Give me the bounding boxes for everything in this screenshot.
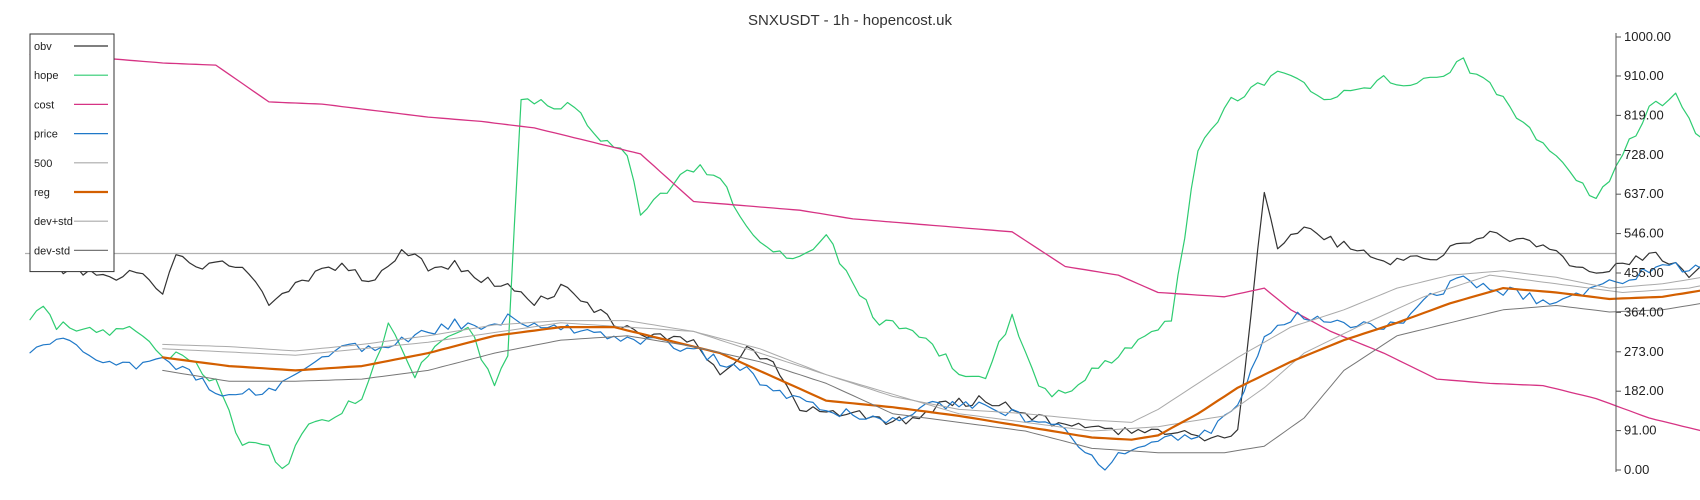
y-tick-label: 637.00 bbox=[1624, 186, 1664, 201]
plot-area bbox=[25, 53, 1700, 471]
series-line-dev-std bbox=[162, 303, 1700, 454]
series-line-reg bbox=[161, 287, 1700, 441]
y-tick-label: 455.00 bbox=[1624, 265, 1664, 280]
series-line-hope bbox=[29, 57, 1700, 470]
y-tick-label: 182.00 bbox=[1624, 383, 1664, 398]
y-tick-label: 0.00 bbox=[1624, 462, 1649, 477]
legend: obv hope cost price 500 reg dev+std dev-std bbox=[29, 33, 115, 273]
y-axis: 1000.00 910.00 819.00 728.00 637.00 546.00 455… bbox=[1615, 29, 1671, 477]
legend-label: price bbox=[34, 129, 58, 141]
legend-label: obv bbox=[34, 41, 52, 53]
y-tick-label: 91.00 bbox=[1624, 423, 1657, 438]
legend-label: cost bbox=[34, 99, 54, 111]
y-tick-label: 1000.00 bbox=[1624, 29, 1671, 44]
series-line-cost bbox=[29, 53, 1700, 432]
legend-label: hope bbox=[34, 70, 58, 82]
y-tick-label: 819.00 bbox=[1624, 107, 1664, 122]
y-tick-label: 364.00 bbox=[1624, 304, 1664, 319]
chart-title: SNXUSDT - 1h - hopencost.uk bbox=[748, 12, 952, 29]
y-tick-label: 546.00 bbox=[1624, 226, 1664, 241]
series-line-obv bbox=[29, 191, 1700, 442]
series-line-dev-std bbox=[162, 270, 1700, 423]
y-tick-label: 910.00 bbox=[1624, 68, 1664, 83]
y-tick-label: 273.00 bbox=[1624, 344, 1664, 359]
legend-box bbox=[29, 33, 115, 273]
y-tick-label: 728.00 bbox=[1624, 147, 1664, 162]
series-line-500 bbox=[162, 274, 1700, 432]
series-line-price bbox=[29, 261, 1700, 471]
legend-label: dev+std bbox=[34, 216, 73, 228]
legend-label: reg bbox=[34, 187, 50, 199]
legend-label: 500 bbox=[34, 158, 52, 170]
legend-label: dev-std bbox=[34, 245, 70, 257]
